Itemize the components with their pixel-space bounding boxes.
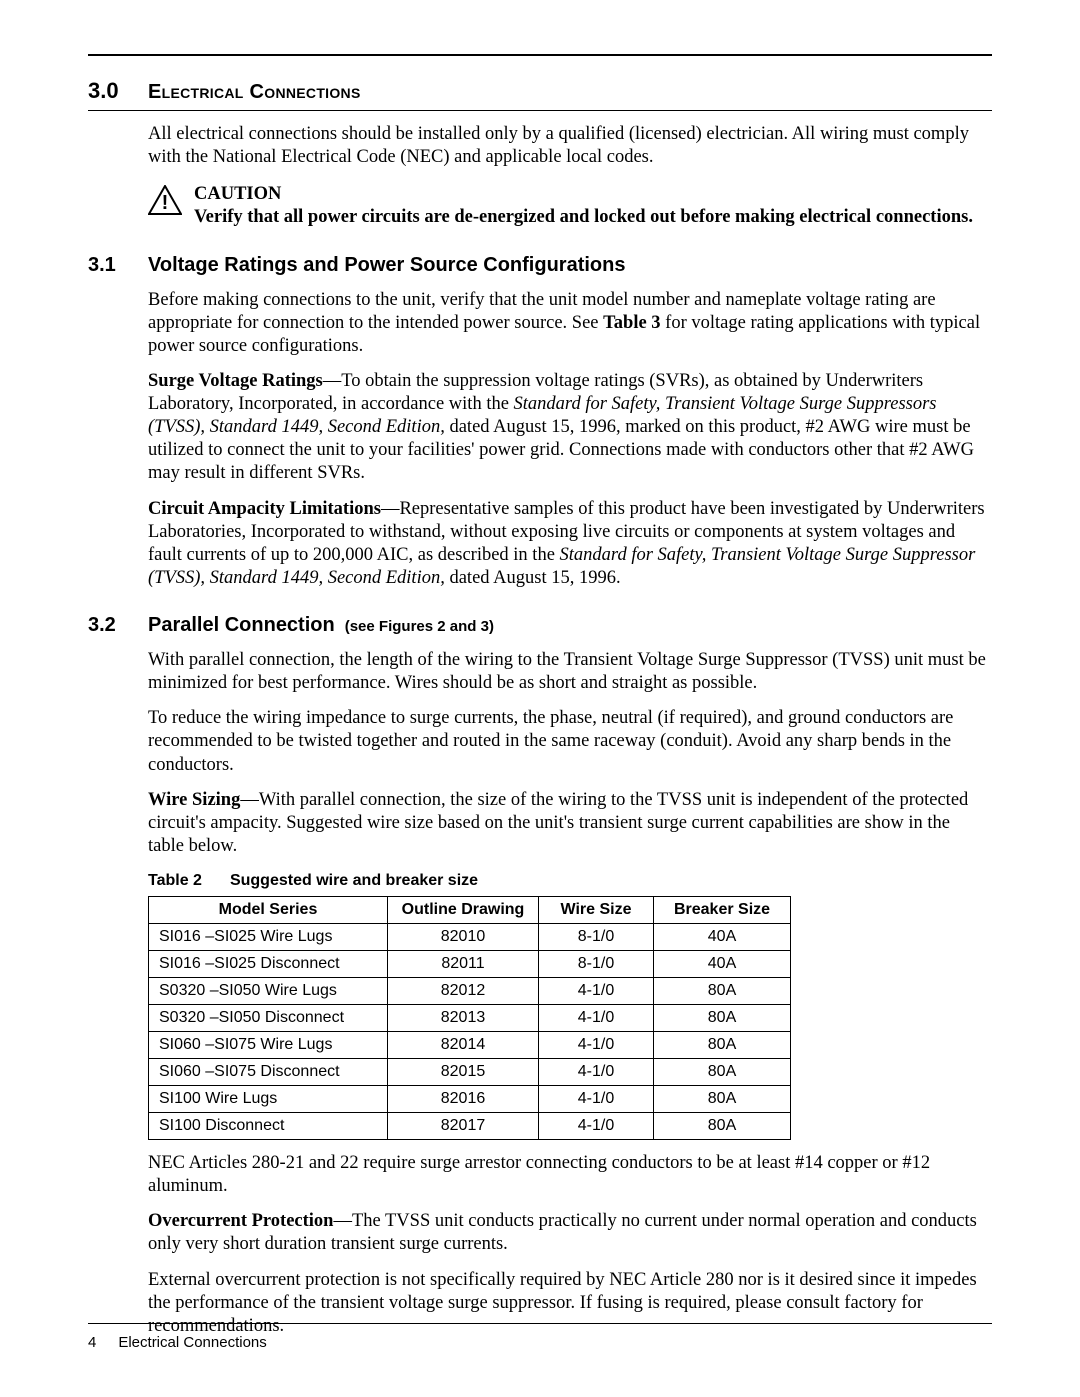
after-table-p1: NEC Articles 280-21 and 22 require surge… (148, 1152, 988, 1198)
table-2-head: Model SeriesOutline DrawingWire SizeBrea… (149, 897, 791, 924)
table-cell: 80A (654, 1032, 791, 1059)
table-cell: 82012 (388, 978, 539, 1005)
table-cell: 82017 (388, 1113, 539, 1140)
after-table-p2: Overcurrent Protection—The TVSS unit con… (148, 1210, 988, 1256)
table-cell: 8-1/0 (539, 951, 654, 978)
footer-rule (88, 1323, 992, 1324)
caution-icon: ! (148, 183, 194, 229)
table-cell: 82016 (388, 1086, 539, 1113)
table-cell: 4-1/0 (539, 1059, 654, 1086)
section-3-1-title: Voltage Ratings and Power Source Configu… (148, 254, 625, 277)
s31-p1b: Table 3 (603, 313, 660, 333)
table-cell: 40A (654, 951, 791, 978)
table-2-title: Suggested wire and breaker size (230, 872, 478, 889)
s31-p2: Surge Voltage Ratings—To obtain the supp… (148, 370, 988, 486)
s32-p1: With parallel connection, the length of … (148, 649, 988, 695)
caution-block: ! CAUTION Verify that all power circuits… (148, 183, 988, 229)
table-row: S0320 –SI050 Wire Lugs820124-1/080A (149, 978, 791, 1005)
table-2-caption: Table 2 Suggested wire and breaker size (148, 872, 988, 890)
table-cell: 4-1/0 (539, 1032, 654, 1059)
section-3-1-number: 3.1 (88, 254, 148, 277)
table-col-header: Outline Drawing (388, 897, 539, 924)
footer-page-number: 4 (88, 1334, 96, 1351)
table-row: SI016 –SI025 Disconnect820118-1/040A (149, 951, 791, 978)
heading-rule (88, 110, 992, 111)
table-cell: 82015 (388, 1059, 539, 1086)
s31-p3b: dated August 15, 1996. (445, 568, 621, 588)
section-3-2-sub: (see Figures 2 and 3) (345, 618, 494, 635)
s31-p2-lead: Surge Voltage Ratings (148, 371, 323, 391)
table-row: SI100 Disconnect820174-1/080A (149, 1113, 791, 1140)
table-cell: S0320 –SI050 Disconnect (149, 1005, 388, 1032)
section-3-2-title: Parallel Connection (148, 614, 335, 636)
svg-text:!: ! (162, 192, 169, 214)
table-cell: 82013 (388, 1005, 539, 1032)
intro-paragraph: All electrical connections should be ins… (148, 123, 988, 169)
section-3-heading: 3.0 Electrical Connections (88, 78, 992, 104)
table-cell: 40A (654, 924, 791, 951)
table-row: SI060 –SI075 Wire Lugs820144-1/080A (149, 1032, 791, 1059)
table-cell: S0320 –SI050 Wire Lugs (149, 978, 388, 1005)
table-cell: SI060 –SI075 Disconnect (149, 1059, 388, 1086)
table-cell: 80A (654, 1113, 791, 1140)
table-2-body: SI016 –SI025 Wire Lugs820108-1/040ASI016… (149, 924, 791, 1140)
s32-p3-lead: Wire Sizing (148, 790, 240, 810)
table-cell: SI060 –SI075 Wire Lugs (149, 1032, 388, 1059)
table-cell: 4-1/0 (539, 1005, 654, 1032)
table-cell: 82011 (388, 951, 539, 978)
table-cell: 80A (654, 1059, 791, 1086)
page: 3.0 Electrical Connections All electrica… (0, 0, 1080, 1397)
table-cell: 4-1/0 (539, 1113, 654, 1140)
table-col-header: Model Series (149, 897, 388, 924)
table-cell: 82010 (388, 924, 539, 951)
section-3-number: 3.0 (88, 78, 148, 104)
table-row: SI016 –SI025 Wire Lugs820108-1/040A (149, 924, 791, 951)
section-3-title: Electrical Connections (148, 81, 361, 104)
section-3-body: All electrical connections should be ins… (148, 123, 988, 230)
section-3-2-heading: 3.2 Parallel Connection (see Figures 2 a… (88, 614, 992, 637)
s32-p3-body: —With parallel connection, the size of t… (148, 790, 968, 856)
footer-section-title: Electrical Connections (118, 1334, 266, 1351)
page-footer: 4 Electrical Connections (88, 1323, 992, 1351)
table-cell: SI100 Disconnect (149, 1113, 388, 1140)
s31-p3: Circuit Ampacity Limitations—Representat… (148, 498, 988, 591)
table-cell: SI016 –SI025 Wire Lugs (149, 924, 388, 951)
table-2-label: Table 2 (148, 872, 202, 889)
table-cell: 80A (654, 1086, 791, 1113)
section-3-2-body: With parallel connection, the length of … (148, 649, 988, 1338)
table-cell: 80A (654, 978, 791, 1005)
table-row: S0320 –SI050 Disconnect820134-1/080A (149, 1005, 791, 1032)
table-row: SI100 Wire Lugs820164-1/080A (149, 1086, 791, 1113)
table-col-header: Wire Size (539, 897, 654, 924)
s32-p3: Wire Sizing—With parallel connection, th… (148, 789, 988, 858)
table-cell: 4-1/0 (539, 978, 654, 1005)
table-cell: 80A (654, 1005, 791, 1032)
s31-p1: Before making connections to the unit, v… (148, 289, 988, 358)
caution-text: CAUTION Verify that all power circuits a… (194, 183, 973, 229)
table-cell: 4-1/0 (539, 1086, 654, 1113)
section-3-1-heading: 3.1 Voltage Ratings and Power Source Con… (88, 254, 992, 277)
s32-p2: To reduce the wiring impedance to surge … (148, 707, 988, 776)
table-cell: SI016 –SI025 Disconnect (149, 951, 388, 978)
after-table-p2-lead: Overcurrent Protection (148, 1211, 333, 1231)
section-3-2-number: 3.2 (88, 614, 148, 637)
section-3-1-body: Before making connections to the unit, v… (148, 289, 988, 591)
table-cell: 8-1/0 (539, 924, 654, 951)
table-col-header: Breaker Size (654, 897, 791, 924)
table-row: SI060 –SI075 Disconnect820154-1/080A (149, 1059, 791, 1086)
table-cell: 82014 (388, 1032, 539, 1059)
s31-p3-lead: Circuit Ampacity Limitations (148, 499, 381, 519)
table-cell: SI100 Wire Lugs (149, 1086, 388, 1113)
top-rule (88, 54, 992, 56)
caution-head: CAUTION (194, 183, 973, 206)
table-2: Model SeriesOutline DrawingWire SizeBrea… (148, 896, 791, 1140)
caution-body: Verify that all power circuits are de-en… (194, 206, 973, 229)
